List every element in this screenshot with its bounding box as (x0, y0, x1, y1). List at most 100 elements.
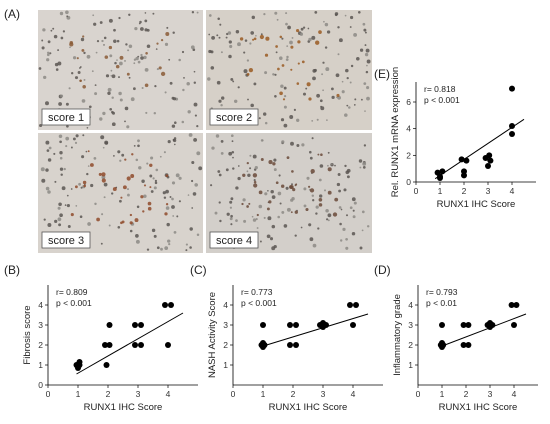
nucleus-speck (59, 213, 63, 218)
nucleus-speck (60, 36, 64, 40)
nucleus-speck (193, 81, 196, 84)
nucleus-speck (162, 191, 166, 195)
nucleus-speck (152, 177, 155, 180)
nucleus-speck (244, 39, 248, 42)
nucleus-speck (366, 59, 371, 64)
stain-speck (246, 161, 249, 165)
nucleus-speck (283, 86, 287, 90)
nucleus-speck (82, 134, 85, 137)
stain-speck (242, 173, 246, 177)
nucleus-speck (75, 205, 78, 207)
nucleus-speck (312, 243, 317, 248)
nucleus-speck (164, 42, 169, 47)
data-point (168, 302, 174, 308)
nucleus-speck (340, 208, 343, 211)
nucleus-speck (144, 12, 147, 14)
nucleus-speck (250, 31, 255, 35)
nucleus-speck (210, 66, 215, 70)
stain-speck (275, 45, 278, 48)
trendline (259, 313, 369, 348)
y-tick-label: 4 (38, 300, 43, 310)
nucleus-speck (58, 134, 63, 139)
nucleus-speck (135, 158, 139, 162)
nucleus-speck (272, 73, 275, 76)
stain-speck (306, 82, 311, 87)
nucleus-speck (252, 218, 257, 222)
nucleus-speck (61, 186, 66, 191)
nucleus-speck (175, 173, 180, 178)
stain-speck (290, 45, 294, 49)
stat-annotation: p < 0.001 (424, 95, 460, 105)
stain-speck (294, 184, 297, 187)
stain-speck (265, 36, 270, 41)
nucleus-speck (364, 52, 369, 57)
nucleus-speck (80, 37, 85, 42)
data-point (103, 362, 110, 368)
nucleus-speck (300, 27, 304, 31)
nucleus-speck (220, 51, 223, 54)
nucleus-speck (313, 68, 317, 72)
nucleus-speck (69, 46, 71, 49)
nucleus-speck (285, 186, 289, 190)
nucleus-speck (87, 222, 91, 226)
nucleus-speck (366, 225, 370, 228)
nucleus-speck (174, 143, 176, 146)
nucleus-speck (74, 76, 79, 80)
x-axis-label: RUNX1 IHC Score (84, 402, 163, 413)
stain-speck (134, 218, 139, 223)
panel-label-c: (C) (190, 263, 207, 277)
nucleus-speck (345, 68, 349, 73)
nucleus-speck (341, 80, 344, 83)
nucleus-speck (250, 103, 254, 108)
y-tick-label: 6 (406, 97, 411, 107)
nucleus-speck (359, 246, 363, 250)
nucleus-speck (316, 118, 319, 121)
nucleus-speck (181, 50, 185, 54)
nucleus-speck (178, 200, 181, 203)
nucleus-speck (327, 213, 332, 218)
nucleus-speck (319, 99, 323, 103)
data-point (465, 342, 472, 348)
nucleus-speck (207, 77, 211, 81)
nucleus-speck (343, 188, 347, 192)
stain-speck (69, 42, 74, 47)
stain-speck (272, 162, 276, 166)
nucleus-speck (59, 11, 64, 16)
nucleus-speck (178, 176, 182, 180)
nucleus-speck (94, 84, 97, 87)
y-tick-label: 4 (408, 300, 413, 310)
stain-speck (281, 64, 285, 67)
nucleus-speck (189, 246, 192, 249)
nucleus-speck (289, 115, 294, 119)
data-point (463, 157, 470, 164)
nucleus-speck (113, 39, 117, 43)
nucleus-speck (345, 214, 349, 217)
nucleus-speck (285, 58, 289, 61)
nucleus-speck (193, 102, 198, 107)
nucleus-speck (59, 156, 63, 160)
nucleus-speck (46, 51, 50, 55)
stat-annotation: r= 0.818 (424, 84, 456, 94)
nucleus-speck (41, 46, 45, 50)
nucleus-speck (327, 164, 329, 167)
micrograph-tile: score 4 (206, 133, 372, 253)
stain-speck (104, 55, 109, 59)
nucleus-speck (229, 217, 233, 221)
score-label-box (41, 108, 91, 126)
nucleus-speck (140, 56, 144, 60)
x-tick-label: 3 (136, 389, 141, 399)
nucleus-speck (349, 206, 353, 210)
nucleus-speck (358, 11, 361, 14)
nucleus-speck (110, 74, 113, 77)
nucleus-speck (107, 91, 111, 96)
data-point (509, 123, 515, 129)
nucleus-speck (271, 224, 276, 229)
data-point (458, 156, 465, 163)
nucleus-speck (137, 139, 140, 143)
nucleus-speck (315, 212, 318, 215)
nucleus-speck (312, 199, 315, 202)
nucleus-speck (194, 114, 197, 117)
micrograph-grid: score 1 score 2 score 3 score 4 (38, 10, 372, 253)
nucleus-speck (311, 137, 314, 140)
data-point (132, 322, 138, 328)
